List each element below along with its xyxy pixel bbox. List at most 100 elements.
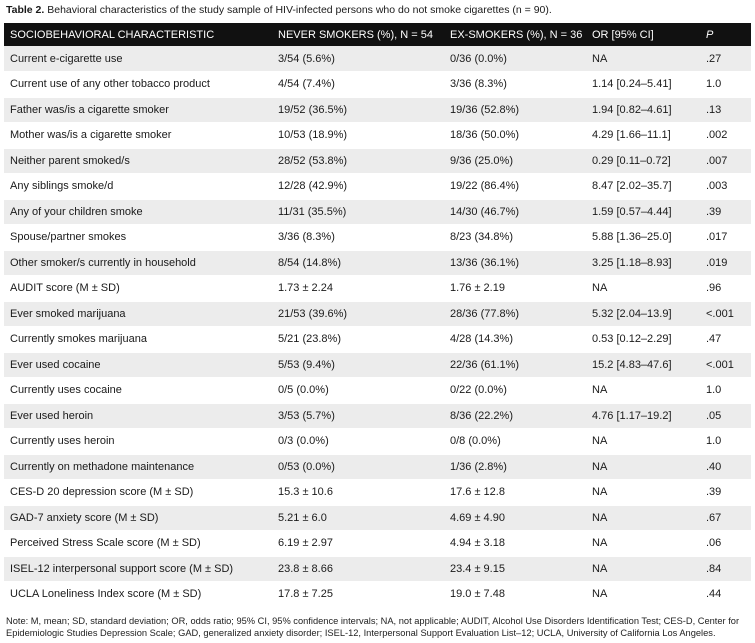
cell-odds-ratio: NA (586, 505, 702, 531)
column-header-p-value: P (706, 28, 714, 41)
table-row: Current use of any other tobacco product… (4, 71, 751, 98)
cell-characteristic: AUDIT score (M ± SD) (4, 275, 272, 302)
cell-odds-ratio: 5.88 [1.36–25.0] (586, 224, 702, 251)
table-row: Currently uses cocaine 0/5 (0.0%) 0/22 (0.… (4, 377, 751, 404)
table-row: GAD-7 anxiety score (M ± SD) 5.21 ± 6.0 4.… (4, 505, 751, 531)
cell-never-smokers: 5.21 ± 6.0 (272, 505, 444, 531)
cell-characteristic: Current use of any other tobacco product (4, 71, 272, 98)
cell-never-smokers: 15.3 ± 10.6 (272, 479, 444, 506)
cell-ex-smokers: 28/36 (77.8%) (444, 301, 586, 327)
cell-characteristic: Perceived Stress Scale score (M ± SD) (4, 530, 272, 557)
cell-never-smokers: 28/52 (53.8%) (272, 148, 444, 174)
column-header-odds-ratio: OR [95% CI] (592, 28, 654, 41)
cell-characteristic: Ever used cocaine (4, 352, 272, 378)
cell-never-smokers: 17.8 ± 7.25 (272, 581, 444, 608)
cell-never-smokers: 0/5 (0.0%) (272, 377, 444, 404)
cell-p-value: .06 (702, 530, 751, 557)
cell-odds-ratio: NA (586, 275, 702, 302)
table-row: Father was/is a cigarette smoker 19/52 (3… (4, 97, 751, 123)
cell-characteristic: Spouse/partner smokes (4, 224, 272, 251)
cell-never-smokers: 19/52 (36.5%) (272, 97, 444, 123)
cell-characteristic: GAD-7 anxiety score (M ± SD) (4, 505, 272, 531)
cell-characteristic: Father was/is a cigarette smoker (4, 97, 272, 123)
cell-p-value: .007 (702, 148, 751, 174)
cell-odds-ratio: 4.29 [1.66–11.1] (586, 122, 702, 149)
column-header-never-smokers: NEVER SMOKERS (%), N = 54 (278, 28, 433, 41)
cell-odds-ratio: NA (586, 377, 702, 404)
cell-ex-smokers: 1.76 ± 2.19 (444, 275, 586, 302)
cell-p-value: .019 (702, 250, 751, 276)
cell-ex-smokers: 8/23 (34.8%) (444, 224, 586, 251)
table-row: Mother was/is a cigarette smoker 10/53 (1… (4, 122, 751, 149)
cell-p-value: .84 (702, 556, 751, 582)
table-row: Spouse/partner smokes 3/36 (8.3%) 8/23 (34… (4, 224, 751, 251)
cell-never-smokers: 8/54 (14.8%) (272, 250, 444, 276)
cell-ex-smokers: 8/36 (22.2%) (444, 403, 586, 429)
cell-never-smokers: 3/53 (5.7%) (272, 403, 444, 429)
cell-odds-ratio: 4.76 [1.17–19.2] (586, 403, 702, 429)
table-row: Ever used heroin 3/53 (5.7%) 8/36 (22.2%) 4… (4, 403, 751, 429)
table-row: Other smoker/s currently in household 8/5… (4, 250, 751, 276)
cell-p-value: .47 (702, 326, 751, 353)
cell-characteristic: ISEL-12 interpersonal support score (M ±… (4, 556, 272, 582)
column-header-ex-smokers: EX-SMOKERS (%), N = 36 (450, 28, 583, 41)
cell-p-value: .05 (702, 403, 751, 429)
cell-never-smokers: 10/53 (18.9%) (272, 122, 444, 149)
cell-odds-ratio: NA (586, 581, 702, 608)
cell-odds-ratio: NA (586, 46, 702, 72)
cell-ex-smokers: 19.0 ± 7.48 (444, 581, 586, 608)
cell-p-value: <.001 (702, 301, 751, 327)
cell-p-value: .96 (702, 275, 751, 302)
table-note: Note: M, mean; SD, standard deviation; O… (6, 615, 740, 638)
table-header-row: SOCIOBEHAVIORAL CHARACTERISTIC NEVER SMO… (4, 23, 751, 46)
cell-p-value: .017 (702, 224, 751, 251)
cell-ex-smokers: 4/28 (14.3%) (444, 326, 586, 353)
cell-never-smokers: 23.8 ± 8.66 (272, 556, 444, 582)
cell-never-smokers: 4/54 (7.4%) (272, 71, 444, 98)
cell-characteristic: Currently on methadone maintenance (4, 454, 272, 480)
table-row: Ever used cocaine 5/53 (9.4%) 22/36 (61.1%… (4, 352, 751, 378)
cell-ex-smokers: 0/8 (0.0%) (444, 428, 586, 455)
cell-odds-ratio: 0.53 [0.12–2.29] (586, 326, 702, 353)
cell-ex-smokers: 23.4 ± 9.15 (444, 556, 586, 582)
table-row: UCLA Loneliness Index score (M ± SD) 17.8… (4, 581, 751, 608)
cell-ex-smokers: 19/36 (52.8%) (444, 97, 586, 123)
cell-ex-smokers: 13/36 (36.1%) (444, 250, 586, 276)
cell-never-smokers: 5/21 (23.8%) (272, 326, 444, 353)
cell-ex-smokers: 0/22 (0.0%) (444, 377, 586, 404)
cell-ex-smokers: 4.94 ± 3.18 (444, 530, 586, 557)
cell-odds-ratio: NA (586, 428, 702, 455)
cell-never-smokers: 3/54 (5.6%) (272, 46, 444, 72)
cell-ex-smokers: 18/36 (50.0%) (444, 122, 586, 149)
cell-never-smokers: 1.73 ± 2.24 (272, 275, 444, 302)
cell-odds-ratio: 1.94 [0.82–4.61] (586, 97, 702, 123)
table-row: Currently uses heroin 0/3 (0.0%) 0/8 (0.0%… (4, 428, 751, 455)
cell-p-value: .67 (702, 505, 751, 531)
cell-ex-smokers: 22/36 (61.1%) (444, 352, 586, 378)
cell-odds-ratio: 15.2 [4.83–47.6] (586, 352, 702, 378)
cell-odds-ratio: 1.14 [0.24–5.41] (586, 71, 702, 98)
table-caption-text: Behavioral characteristics of the study … (47, 4, 552, 16)
table-row: Current e-cigarette use 3/54 (5.6%) 0/36 (… (4, 46, 751, 72)
table-row: CES-D 20 depression score (M ± SD) 15.3 ±… (4, 479, 751, 506)
table-row: Currently on methadone maintenance 0/53 (… (4, 454, 751, 480)
cell-never-smokers: 3/36 (8.3%) (272, 224, 444, 251)
cell-never-smokers: 5/53 (9.4%) (272, 352, 444, 378)
cell-characteristic: Ever used heroin (4, 403, 272, 429)
cell-ex-smokers: 3/36 (8.3%) (444, 71, 586, 98)
table-row: Any of your children smoke 11/31 (35.5%) 1… (4, 199, 751, 225)
cell-characteristic: Mother was/is a cigarette smoker (4, 122, 272, 149)
cell-odds-ratio: NA (586, 530, 702, 557)
cell-p-value: .002 (702, 122, 751, 149)
cell-odds-ratio: NA (586, 479, 702, 506)
cell-ex-smokers: 0/36 (0.0%) (444, 46, 586, 72)
cell-odds-ratio: 1.59 [0.57–4.44] (586, 199, 702, 225)
cell-characteristic: Currently uses cocaine (4, 377, 272, 404)
cell-ex-smokers: 4.69 ± 4.90 (444, 505, 586, 531)
cell-characteristic: Currently uses heroin (4, 428, 272, 455)
table-row: Neither parent smoked/s 28/52 (53.8%) 9/36… (4, 148, 751, 174)
cell-odds-ratio: 5.32 [2.04–13.9] (586, 301, 702, 327)
cell-never-smokers: 6.19 ± 2.97 (272, 530, 444, 557)
cell-p-value: .39 (702, 199, 751, 225)
